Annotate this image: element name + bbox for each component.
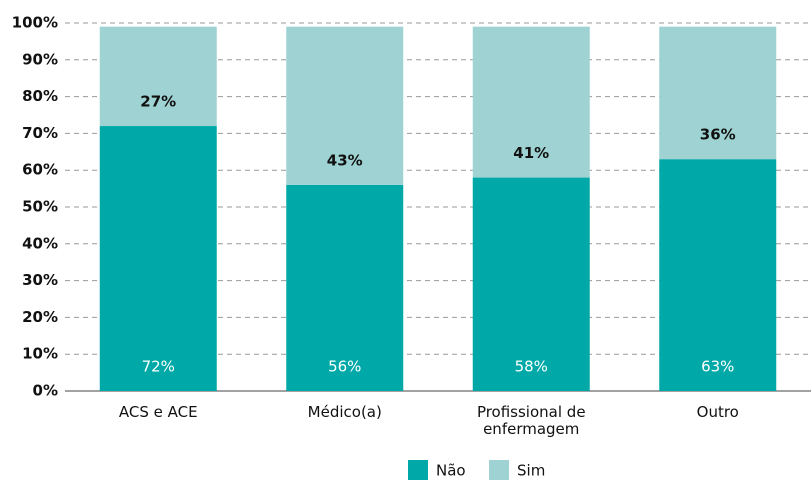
x-tick-label: Profissional de enfermagem [476, 403, 586, 438]
value-label: 63% [701, 358, 734, 376]
bar-segment [286, 26, 404, 185]
y-tick-label: 0% [33, 382, 58, 400]
legend-label: Sim [517, 462, 545, 480]
bar-segment [472, 26, 590, 178]
value-label: 58% [515, 358, 548, 376]
value-label: 36% [700, 126, 736, 144]
value-label: 41% [513, 144, 549, 162]
y-tick-label: 60% [22, 161, 58, 179]
x-tick-label: Outro [696, 403, 739, 421]
bar-segment [99, 26, 217, 127]
x-tick-label: Médico(a) [307, 403, 382, 421]
bar-segment [286, 184, 404, 391]
value-label: 72% [142, 358, 175, 376]
y-tick-label: 50% [22, 198, 58, 216]
y-tick-label: 40% [22, 234, 58, 252]
y-tick-label: 10% [22, 345, 58, 363]
value-label: 27% [140, 93, 176, 111]
bar-segment [472, 177, 590, 391]
x-tick-label: ACS e ACE [118, 403, 198, 421]
y-tick-label: 70% [22, 124, 58, 142]
legend-swatch [489, 460, 509, 480]
y-tick-label: 20% [22, 308, 58, 326]
y-tick-label: 80% [22, 87, 58, 105]
legend-label: Não [436, 462, 466, 480]
y-tick-label: 100% [12, 14, 58, 32]
y-tick-label: 30% [22, 271, 58, 289]
bar-segment [99, 126, 217, 391]
value-label: 43% [327, 151, 363, 169]
y-tick-label: 90% [22, 50, 58, 68]
bar-segment [659, 159, 777, 391]
value-label: 56% [328, 358, 361, 376]
legend-swatch [408, 460, 428, 480]
bar-segment [659, 26, 777, 160]
